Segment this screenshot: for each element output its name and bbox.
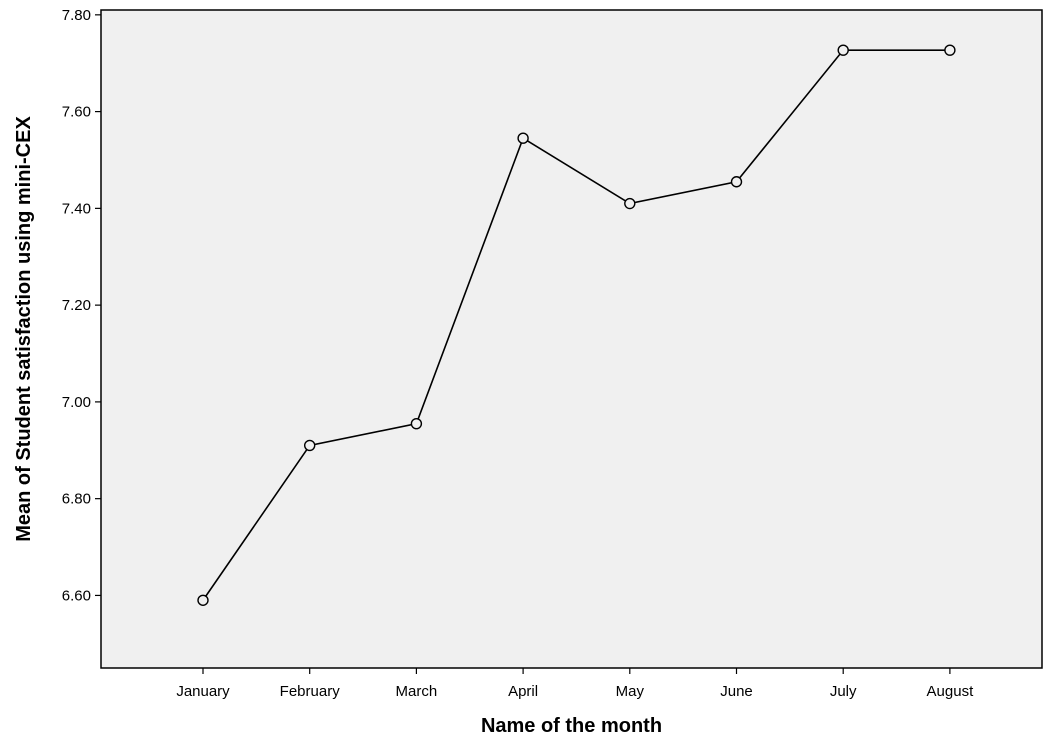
y-tick-label: 7.00 [62,394,91,411]
y-tick-label: 7.40 [62,200,91,217]
x-tick-label: July [830,683,857,700]
data-point-marker [837,44,849,56]
y-tick-label: 7.20 [62,297,91,314]
y-tick-label: 6.60 [62,587,91,604]
data-point-marker [517,132,529,144]
data-point-marker [197,594,209,606]
x-axis: January February March April May June July Augu… [176,668,974,700]
series-markers [197,44,956,606]
x-tick-label: August [927,683,975,700]
series-line [202,49,950,601]
x-tick-label: March [396,683,438,700]
x-tick-label: May [616,683,645,700]
x-tick-label: January [176,683,230,700]
y-tick-label: 7.80 [62,7,91,24]
data-point-marker [944,44,956,56]
y-tick-label: 6.80 [62,491,91,508]
x-tick-label: February [280,683,341,700]
y-axis: 6.60 6.80 7.00 7.20 7.40 7.60 7.80 [62,7,101,604]
x-axis-title: Name of the month [481,715,662,737]
data-point-marker [304,439,316,452]
data-point-marker [624,197,636,210]
data-point-marker [730,176,743,188]
data-point-marker [410,417,423,430]
y-axis-title: Mean of Student satisfaction using mini-… [13,116,35,542]
plot-area [100,9,1043,669]
y-tick-label: 7.60 [62,104,91,121]
x-tick-label: June [720,683,753,700]
x-tick-label: April [508,683,538,700]
